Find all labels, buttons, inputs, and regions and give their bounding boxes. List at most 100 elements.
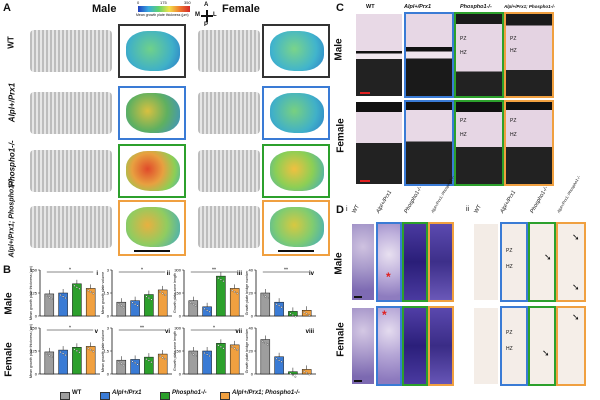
data-point: [147, 297, 150, 299]
data-point: [303, 370, 306, 373]
scale-bar: [354, 296, 362, 298]
legend-wt: WT: [72, 390, 82, 396]
data-point: [73, 284, 76, 287]
chart-tick-label: 20: [249, 291, 254, 296]
heatmap-wt-female: [270, 31, 324, 71]
bar-alpl: [58, 349, 68, 375]
chart-y-label: Mean growth plate thickness (µm): [29, 324, 33, 378]
data-point: [73, 348, 76, 351]
orientation-compass: A P M L: [195, 2, 219, 29]
chart-tick-label: 0: [35, 372, 38, 377]
c-zone-pz: PZ: [460, 118, 467, 124]
data-point: [192, 303, 195, 306]
data-point: [264, 295, 267, 298]
d-i-double-male: [428, 222, 454, 302]
chart-y-label: Mean growth plate volume: [101, 272, 105, 314]
chart-subpanel-label: ii: [167, 271, 171, 277]
d-row-male: Male: [333, 252, 345, 275]
d-col-wt-ii: WT: [473, 204, 483, 215]
data-point: [122, 306, 125, 309]
data-point: [50, 297, 53, 300]
chart-tick-label: 0: [179, 372, 182, 377]
data-point: [305, 371, 308, 374]
data-point: [278, 304, 281, 307]
bar-wt: [116, 359, 127, 375]
data-point: [78, 351, 81, 354]
sig-marker: *: [213, 326, 215, 332]
d-i-double-female: [428, 306, 454, 386]
chart-tick-label: 40: [249, 268, 254, 273]
data-point: [92, 292, 95, 295]
legend-phospho: Phospho1-/-: [172, 390, 207, 396]
d-i-phospho-female: [402, 306, 428, 386]
heatmap-box-double-female: [262, 200, 330, 256]
d-zone-pz: PZ: [506, 330, 513, 336]
data-point: [261, 340, 264, 343]
legend-swatch-wt: [60, 392, 70, 400]
d-i-alpl-male: *: [376, 222, 402, 302]
chart-tick-label: 250: [30, 268, 37, 273]
chart-tick-label: 3: [107, 268, 110, 273]
data-point: [189, 301, 192, 304]
legend: WT Alpl+/Prx1 Phospho1-/- Alpl+/Prx1; Ph…: [60, 390, 330, 400]
legend-double: Alpl+/Prx1; Phospho1-/-: [232, 390, 300, 396]
colorbar-title: Mean growth plate thickness (µm): [136, 13, 189, 17]
data-point: [150, 361, 153, 364]
data-point: [117, 361, 120, 364]
data-point: [89, 348, 92, 351]
panel-a: A Male Female 0 175 350 Mean growth plat…: [0, 0, 332, 262]
d-zone-hz: HZ: [506, 346, 513, 352]
compass-a: A: [204, 2, 209, 8]
compass-m: M: [195, 12, 200, 18]
data-point: [236, 292, 239, 295]
sig-marker: *: [141, 268, 143, 274]
bone-scan-wt-male: [30, 30, 112, 72]
chart-tick-label: 125: [30, 349, 37, 354]
c-tile-phospho-female: PZ HZ: [454, 100, 504, 186]
data-point: [194, 355, 197, 357]
data-point: [145, 295, 148, 298]
c-row-male: Male: [333, 38, 345, 61]
data-point: [131, 301, 134, 304]
chart-y-label: Mean growth plate volume: [101, 330, 105, 372]
heatmap-double-female: [270, 207, 324, 247]
heatmap-alpl-female: [270, 93, 324, 133]
data-point: [294, 315, 297, 318]
data-point: [75, 286, 78, 289]
chart-y-label: Mean growth plate thickness (µm): [29, 266, 33, 320]
bar-alpl: [274, 301, 284, 317]
chart-subpanel-label: vi: [165, 329, 170, 335]
scale-bar: [360, 180, 370, 182]
c-zone-hz: HZ: [510, 132, 517, 138]
c-tile-double-male: PZ HZ: [504, 12, 554, 98]
male-header: Male: [92, 3, 117, 15]
data-point: [89, 290, 92, 293]
data-point: [208, 355, 211, 357]
heatmap-box-wt-male: [118, 24, 186, 78]
data-point: [147, 359, 150, 362]
d-zone-pz: PZ: [506, 248, 513, 254]
d-ii-alpl-female: PZ HZ: [500, 306, 528, 386]
heatmap-alpl-male: [126, 93, 180, 133]
data-point: [122, 364, 125, 367]
d-i-wt-female: [350, 306, 376, 386]
data-point: [278, 359, 281, 362]
data-point: [203, 352, 206, 354]
data-point: [48, 354, 51, 357]
scale-bar: [360, 92, 370, 94]
heatmap-box-alpl-male: [118, 86, 186, 140]
row-label-wt: WT: [6, 36, 16, 49]
arrow-marker: ➘: [544, 252, 552, 262]
d-sub-ii: ii: [466, 206, 470, 213]
data-point: [206, 309, 209, 312]
bar-wt: [44, 293, 55, 317]
data-point: [280, 306, 283, 309]
asterisk-marker: *: [386, 270, 391, 284]
scale-bar: [354, 380, 362, 382]
legend-swatch-alpl: [100, 392, 110, 400]
c-tile-alpl-female: [404, 100, 454, 186]
c-tile-phospho-male: PZ HZ: [454, 12, 504, 98]
chart-y-label: Growth plate zone length: [173, 331, 177, 371]
data-point: [48, 296, 51, 299]
